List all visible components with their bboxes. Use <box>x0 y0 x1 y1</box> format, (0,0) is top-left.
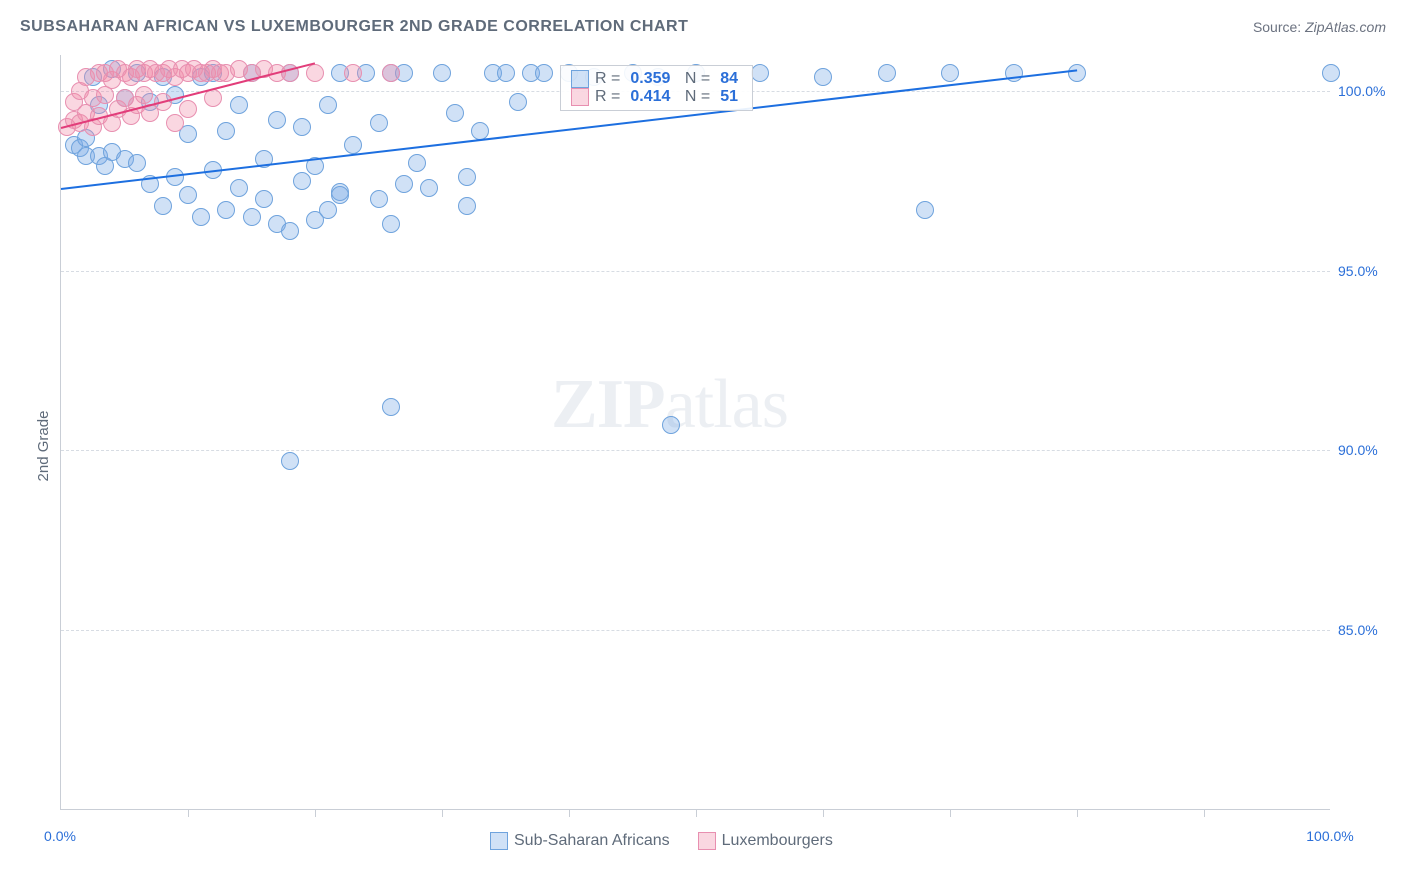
data-point <box>217 122 235 140</box>
data-point <box>814 68 832 86</box>
data-point <box>281 452 299 470</box>
data-point <box>471 122 489 140</box>
data-point <box>243 208 261 226</box>
gridline <box>61 630 1330 631</box>
data-point <box>255 190 273 208</box>
data-point <box>458 168 476 186</box>
xtick <box>1204 809 1205 817</box>
data-point <box>395 175 413 193</box>
data-point <box>204 89 222 107</box>
legend-swatch <box>490 832 508 850</box>
xtick <box>569 809 570 817</box>
series-legend: Sub-Saharan Africans Luxembourgers <box>490 832 833 850</box>
data-point <box>433 64 451 82</box>
xtick <box>696 809 697 817</box>
data-point <box>382 215 400 233</box>
xtick <box>442 809 443 817</box>
data-point <box>217 201 235 219</box>
data-point <box>179 186 197 204</box>
gridline <box>61 271 1330 272</box>
data-point <box>344 64 362 82</box>
data-point <box>331 186 349 204</box>
legend-row: R = 0.414 N = 51 <box>571 88 742 106</box>
xtick <box>188 809 189 817</box>
xtick <box>823 809 824 817</box>
data-point <box>179 100 197 118</box>
xtick <box>315 809 316 817</box>
data-point <box>154 197 172 215</box>
data-point <box>344 136 362 154</box>
stats-legend: R = 0.359 N = 84R = 0.414 N = 51 <box>560 65 753 111</box>
data-point <box>509 93 527 111</box>
gridline <box>61 450 1330 451</box>
data-point <box>230 179 248 197</box>
ytick-label: 85.0% <box>1338 622 1378 638</box>
data-point <box>751 64 769 82</box>
ytick-label: 100.0% <box>1338 83 1385 99</box>
data-point <box>230 96 248 114</box>
data-point <box>941 64 959 82</box>
legend-item: Luxembourgers <box>698 832 833 850</box>
data-point <box>458 197 476 215</box>
data-point <box>370 190 388 208</box>
data-point <box>408 154 426 172</box>
legend-item: Sub-Saharan Africans <box>490 832 670 850</box>
data-point <box>446 104 464 122</box>
ytick-label: 95.0% <box>1338 263 1378 279</box>
data-point <box>497 64 515 82</box>
data-point <box>192 208 210 226</box>
data-point <box>535 64 553 82</box>
chart-title: SUBSAHARAN AFRICAN VS LUXEMBOURGER 2ND G… <box>20 18 688 36</box>
scatter-plot: ZIPatlas <box>60 55 1330 810</box>
data-point <box>1068 64 1086 82</box>
data-point <box>319 96 337 114</box>
data-point <box>319 201 337 219</box>
source-label: Source: ZipAtlas.com <box>1253 19 1386 35</box>
data-point <box>1322 64 1340 82</box>
legend-swatch <box>571 70 589 88</box>
xtick-label: 100.0% <box>1306 828 1353 844</box>
data-point <box>662 416 680 434</box>
data-point <box>128 154 146 172</box>
data-point <box>268 111 286 129</box>
xtick-label: 0.0% <box>44 828 76 844</box>
data-point <box>420 179 438 197</box>
data-point <box>293 118 311 136</box>
xtick <box>950 809 951 817</box>
legend-row: R = 0.359 N = 84 <box>571 70 742 88</box>
data-point <box>370 114 388 132</box>
data-point <box>878 64 896 82</box>
legend-swatch <box>571 88 589 106</box>
data-point <box>166 114 184 132</box>
xtick <box>1077 809 1078 817</box>
ytick-label: 90.0% <box>1338 442 1378 458</box>
source-link[interactable]: ZipAtlas.com <box>1305 19 1386 35</box>
data-point <box>135 86 153 104</box>
y-axis-label: 2nd Grade <box>35 411 52 482</box>
data-point <box>306 64 324 82</box>
legend-swatch <box>698 832 716 850</box>
data-point <box>382 398 400 416</box>
data-point <box>281 222 299 240</box>
data-point <box>916 201 934 219</box>
data-point <box>293 172 311 190</box>
data-point <box>382 64 400 82</box>
